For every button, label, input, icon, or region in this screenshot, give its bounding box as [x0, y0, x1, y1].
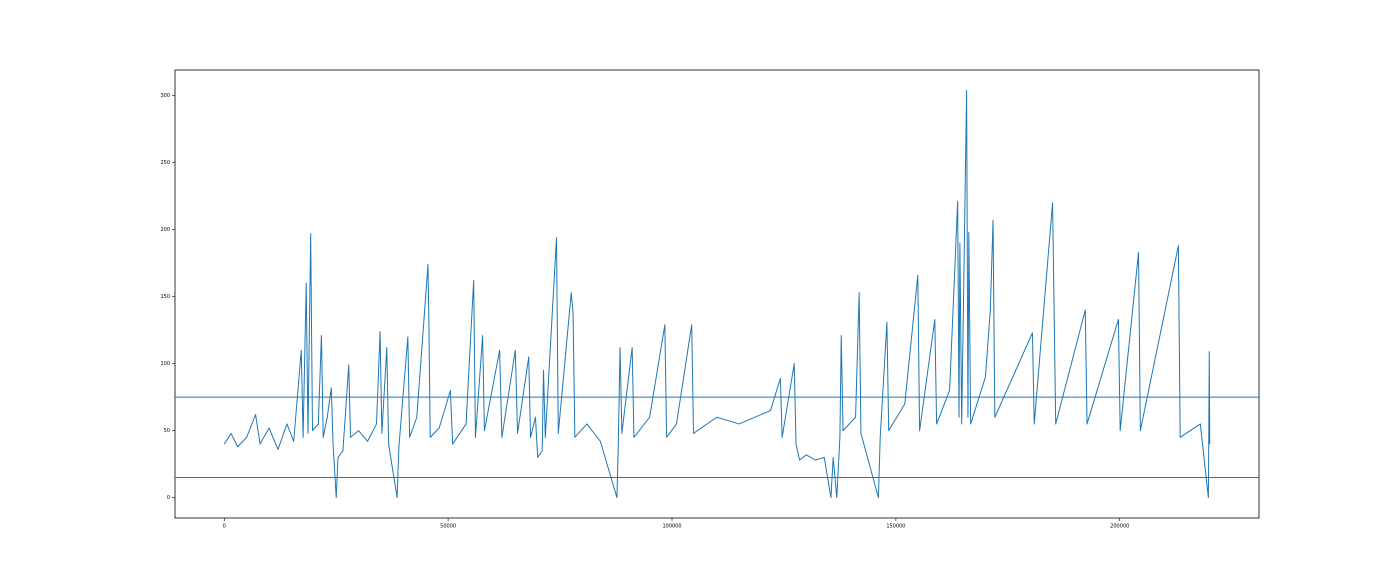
y-tick-label: 50 — [164, 428, 170, 434]
x-tick-label: 0 — [223, 524, 226, 530]
x-tick-label: 150000 — [886, 524, 905, 530]
x-tick-label: 50000 — [440, 524, 456, 530]
y-tick-label: 300 — [160, 93, 170, 99]
x-tick-label: 100000 — [662, 524, 681, 530]
x-tick-label: 200000 — [1110, 524, 1129, 530]
axes-frame — [174, 69, 1260, 519]
y-tick-label: 150 — [160, 294, 170, 300]
data-line — [223, 89, 1211, 499]
y-tick-label: 100 — [160, 361, 170, 367]
y-tick-label: 250 — [160, 160, 170, 166]
y-tick-label: 0 — [167, 495, 170, 501]
y-tick-label: 200 — [160, 227, 170, 233]
